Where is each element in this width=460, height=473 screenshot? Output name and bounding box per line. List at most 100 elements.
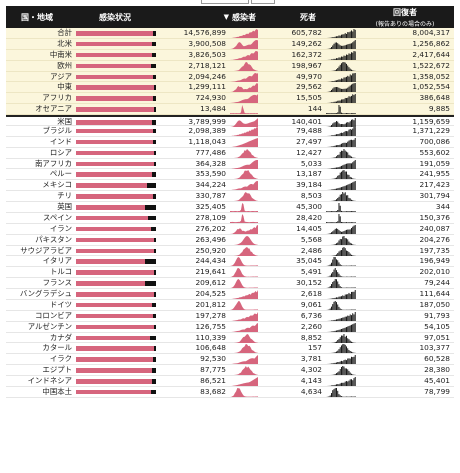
death-spark-bar — [343, 360, 345, 365]
recovered-value: 187,050 — [419, 299, 450, 309]
status-bar-deaths-segment — [154, 324, 156, 330]
region-row[interactable]: アジア 2,094,246 49,970 1,358,052 — [6, 71, 454, 83]
death-spark-bar — [341, 309, 342, 310]
deaths-value: 2,618 — [300, 289, 322, 298]
death-spark-bar — [341, 335, 342, 343]
death-spark-bar — [342, 78, 344, 82]
top-tab[interactable] — [201, 0, 249, 4]
sparkline — [230, 246, 258, 256]
country-row[interactable]: イラン 276,202 14,405 240,087 — [6, 224, 454, 235]
death-spark-bar — [339, 264, 341, 267]
country-row[interactable]: チリ 330,787 8,503 301,794 — [6, 191, 454, 202]
cases-value: 13,484 — [200, 104, 226, 114]
death-spark-bar — [341, 367, 342, 376]
death-spark-bar — [347, 141, 349, 147]
country-row[interactable]: トルコ 219,641 5,491 202,010 — [6, 267, 454, 279]
cases-value: 2,718,121 — [188, 60, 226, 70]
cases-sparkline — [230, 387, 258, 398]
status-bar — [76, 376, 156, 387]
country-row[interactable]: コロンビア 197,278 6,736 91,793 — [6, 311, 454, 322]
country-row[interactable]: イラク 92,530 3,781 60,528 — [6, 354, 454, 366]
death-spark-bar — [337, 133, 339, 136]
death-spark-bar — [343, 230, 345, 234]
row-name: コロンビア — [35, 310, 72, 320]
country-row[interactable]: ペルー 353,590 13,187 241,955 — [6, 169, 454, 181]
death-spark-bar — [352, 52, 354, 60]
country-row[interactable]: カタール 106,648 157 103,377 — [6, 343, 454, 355]
region-row[interactable]: アフリカ 724,930 15,505 386,648 — [6, 93, 454, 105]
country-row[interactable]: インド 1,118,043 27,497 700,086 — [6, 137, 454, 148]
country-row[interactable]: 英国 325,405 45,300 344 — [6, 202, 454, 213]
case-spark-area — [230, 387, 258, 397]
country-row[interactable]: ロシア 777,486 12,427 553,602 — [6, 148, 454, 159]
death-spark-bar — [352, 42, 354, 49]
country-row[interactable]: サウジアラビア 250,920 2,486 197,735 — [6, 246, 454, 257]
top-tab[interactable] — [251, 0, 275, 4]
region-row[interactable]: オセアニア 13,484 144 9,885 — [6, 104, 454, 115]
region-row[interactable]: 中東 1,299,111 29,562 1,052,554 — [6, 82, 454, 94]
death-spark-bar — [346, 335, 347, 343]
death-spark-bar — [328, 287, 330, 289]
death-spark-bar — [348, 241, 350, 245]
region-row[interactable]: 北米 3,900,508 149,262 1,256,862 — [6, 38, 454, 50]
death-spark-bar — [347, 229, 349, 234]
death-spark-bar — [332, 146, 334, 147]
sparkline — [230, 290, 258, 299]
country-row[interactable]: インドネシア 86,521 4,143 45,401 — [6, 376, 454, 387]
death-spark-bar — [353, 139, 355, 147]
region-row[interactable]: 欧州 2,718,121 198,967 1,522,672 — [6, 60, 454, 72]
cases-value: 278,109 — [195, 212, 226, 222]
death-spark-bar — [329, 113, 331, 115]
status-bar-deaths-segment — [144, 259, 156, 264]
status-bar — [76, 137, 156, 148]
country-row[interactable]: フランス 209,612 30,152 79,244 — [6, 278, 454, 289]
death-spark-bar — [352, 374, 354, 376]
death-spark-bar — [347, 315, 349, 321]
death-spark-bar — [338, 78, 340, 82]
death-spark-bar — [339, 249, 341, 256]
country-row[interactable]: 南アフリカ 364,328 5,033 191,059 — [6, 159, 454, 170]
country-row[interactable]: イタリア 244,434 35,045 196,949 — [6, 256, 454, 268]
country-row[interactable]: カナダ 110,339 8,852 97,051 — [6, 333, 454, 344]
country-row[interactable]: ブラジル 2,098,389 79,488 1,371,229 — [6, 126, 454, 137]
death-spark-bar — [343, 45, 345, 49]
death-spark-bar — [339, 35, 341, 38]
cases-column-header[interactable]: ▼ 感染者 — [162, 6, 256, 28]
country-column-header[interactable]: 国・地域 — [6, 6, 68, 28]
death-spark-bar — [344, 192, 346, 202]
recovered-value: 103,377 — [419, 343, 450, 353]
death-spark-bar — [354, 224, 356, 234]
death-spark-bar — [344, 130, 346, 136]
country-row[interactable]: アルゼンチン 126,755 2,260 54,105 — [6, 322, 454, 333]
row-name: ペルー — [49, 169, 72, 179]
sparkline — [327, 94, 356, 104]
deaths-sparkline — [326, 202, 356, 213]
country-row[interactable]: メキシコ 344,224 39,184 217,423 — [6, 180, 454, 192]
death-spark-bar — [339, 151, 341, 158]
deaths-column-header[interactable]: 死者 — [258, 6, 358, 28]
row-name: アルゼンチン — [27, 321, 72, 331]
row-name: チリ — [57, 191, 72, 201]
country-row[interactable]: パキスタン 263,496 5,568 204,276 — [6, 235, 454, 246]
death-spark-bar — [333, 43, 335, 49]
country-row[interactable]: スペイン 278,109 28,420 150,376 — [6, 213, 454, 224]
cases-value: 1,299,111 — [188, 82, 226, 92]
death-spark-bar — [329, 395, 331, 397]
death-spark-bar — [336, 221, 337, 223]
region-row[interactable]: 中南米 3,826,503 162,372 2,417,644 — [6, 49, 454, 61]
death-spark-bar — [342, 113, 344, 115]
chevron-down-icon[interactable]: ▼ — [223, 13, 229, 21]
recovered-column-header[interactable]: 回復者 (報告ありの場合のみ) — [360, 6, 450, 28]
country-row[interactable]: 中国本土 83,682 4,634 78,799 — [6, 387, 454, 398]
death-spark-bar — [346, 229, 347, 234]
recovered-value: 553,602 — [419, 147, 450, 157]
status-column-header[interactable]: 感染状況 — [72, 6, 158, 28]
total-row[interactable]: 合計 14,576,899 605,782 8,004,317 — [6, 28, 454, 39]
country-row[interactable]: バングラデシュ 204,525 2,618 111,644 — [6, 289, 454, 300]
death-spark-bar — [349, 68, 351, 71]
death-spark-bar — [339, 296, 341, 299]
country-row[interactable]: ドイツ 201,812 9,061 187,050 — [6, 300, 454, 311]
country-row[interactable]: エジプト 87,775 4,302 28,380 — [6, 365, 454, 376]
country-row[interactable]: 米国 3,789,999 140,401 1,159,659 — [6, 115, 454, 127]
death-spark-bar — [333, 301, 335, 310]
